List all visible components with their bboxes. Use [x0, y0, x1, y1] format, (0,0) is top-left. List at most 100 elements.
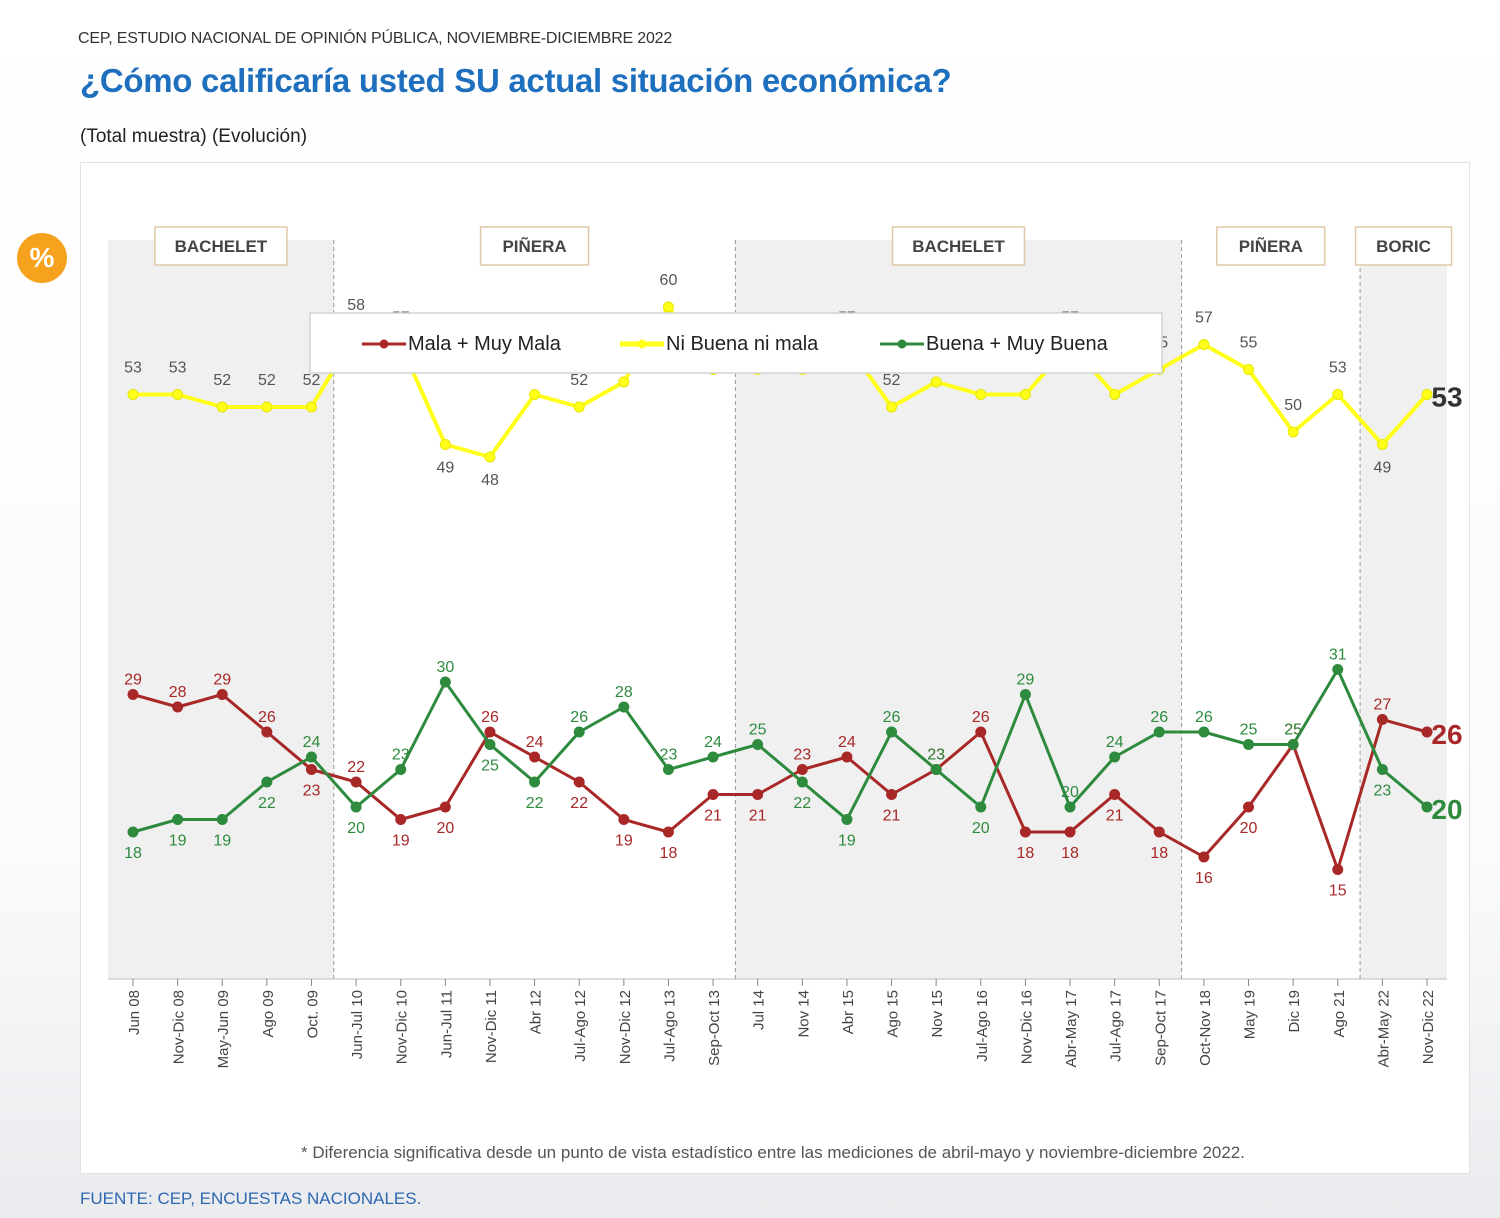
- data-label: 29: [1017, 672, 1035, 689]
- data-label: 15: [1329, 883, 1347, 900]
- x-tick-label: May 19: [1242, 990, 1259, 1039]
- data-label: 22: [793, 795, 811, 812]
- data-point: [975, 801, 987, 813]
- data-label: 19: [838, 833, 856, 850]
- data-label: 25: [749, 722, 767, 739]
- data-point: [305, 401, 317, 413]
- data-point: [1153, 826, 1165, 838]
- period-label-2: BACHELET: [912, 237, 1005, 256]
- x-tick-label: Abr 15: [840, 990, 857, 1034]
- data-label: 29: [213, 672, 231, 689]
- data-label: 23: [793, 747, 811, 764]
- data-point: [484, 726, 496, 738]
- data-label: 22: [347, 759, 365, 776]
- data-label: 53: [169, 360, 187, 377]
- data-label: 18: [1150, 845, 1168, 862]
- x-tick-label: Jul-Ago 12: [572, 990, 589, 1062]
- data-label: 26: [1150, 709, 1168, 726]
- series-line-0: [132, 693, 1428, 871]
- chart-legend: Mala + Muy Mala Ni Buena ni mala Buena + M…: [309, 312, 1163, 374]
- data-point: [1019, 826, 1031, 838]
- data-label: 18: [1017, 845, 1035, 862]
- data-point: [1019, 389, 1031, 400]
- data-point: [350, 776, 362, 788]
- data-label: 21: [883, 808, 901, 825]
- data-point: [1287, 739, 1299, 750]
- page-title: ¿Cómo calificaría usted SU actual situac…: [80, 62, 952, 99]
- data-label: 19: [615, 833, 633, 850]
- data-label: 50: [1284, 397, 1302, 414]
- data-label: 29: [124, 672, 142, 689]
- data-label: 23: [392, 747, 410, 764]
- data-point: [1243, 739, 1255, 750]
- data-point: [886, 726, 898, 738]
- x-tick-label: Nov-Dic 08: [171, 990, 188, 1064]
- data-label: 21: [749, 808, 767, 825]
- data-point: [1376, 439, 1388, 450]
- data-point: [216, 814, 228, 825]
- data-point: [1019, 689, 1031, 700]
- data-point: [172, 701, 184, 713]
- period-label-3: PIÑERA: [1239, 236, 1303, 256]
- data-label: 23: [1373, 783, 1391, 800]
- data-point: [127, 826, 139, 838]
- data-point: [796, 776, 808, 788]
- data-point: [707, 751, 719, 763]
- x-tick-label: Nov 15: [929, 990, 946, 1038]
- source-header: CEP, ESTUDIO NACIONAL DE OPINIÓN PÚBLICA…: [78, 30, 673, 47]
- data-point: [1198, 726, 1210, 738]
- data-point: [127, 689, 139, 700]
- data-point: [752, 789, 764, 800]
- x-tick-label: Ago 15: [885, 990, 902, 1038]
- data-point: [261, 401, 273, 413]
- data-point: [1332, 664, 1344, 675]
- data-label: 52: [303, 372, 321, 389]
- percent-badge-icon: %: [17, 233, 67, 283]
- data-point: [439, 801, 451, 813]
- data-label: 22: [570, 795, 588, 812]
- data-point: [1421, 801, 1433, 813]
- data-point: [1332, 864, 1344, 875]
- period-label-box-3: [1216, 226, 1326, 266]
- data-label: 21: [1106, 808, 1124, 825]
- data-point: [1376, 764, 1388, 775]
- data-point: [216, 401, 228, 413]
- data-point: [1421, 726, 1433, 738]
- data-point: [439, 439, 451, 450]
- data-label: 24: [1106, 734, 1124, 751]
- x-tick-label: Nov-Dic 11: [483, 990, 500, 1063]
- data-label: 28: [615, 684, 633, 701]
- data-label: 58: [347, 297, 365, 314]
- data-point: [1064, 801, 1076, 813]
- data-label: 25: [1284, 722, 1302, 739]
- legend-label: Mala + Muy Mala: [408, 333, 562, 355]
- legend-box: [309, 312, 1163, 374]
- period-shade-4: [1360, 240, 1447, 979]
- data-point: [1421, 389, 1433, 400]
- data-point: [796, 764, 808, 775]
- legend-marker: [637, 339, 647, 349]
- x-tick-label: Jun 08: [126, 990, 143, 1035]
- legend-label: Buena + Muy Buena: [926, 333, 1109, 355]
- data-label: 23: [927, 747, 945, 764]
- data-point: [529, 751, 541, 763]
- data-label: 22: [258, 795, 276, 812]
- data-label: 19: [392, 833, 410, 850]
- data-point: [1243, 801, 1255, 813]
- data-label: 26: [570, 709, 588, 726]
- data-label: 55: [1240, 335, 1258, 352]
- data-point: [172, 814, 184, 825]
- data-label: 49: [1373, 460, 1391, 477]
- data-point: [484, 451, 496, 463]
- data-point: [662, 764, 674, 775]
- x-tick-label: Ago 09: [260, 990, 277, 1038]
- data-point: [1109, 751, 1121, 763]
- data-point: [1109, 789, 1121, 800]
- data-label: 21: [704, 808, 722, 825]
- page-subtitle: (Total muestra) (Evolución): [80, 126, 308, 147]
- x-tick-label: Jul-Ago 17: [1108, 990, 1125, 1062]
- final-value-label: 53: [1431, 382, 1462, 413]
- data-label: 24: [704, 734, 722, 751]
- x-tick-label: Nov-Dic 12: [617, 990, 634, 1064]
- data-point: [172, 389, 184, 400]
